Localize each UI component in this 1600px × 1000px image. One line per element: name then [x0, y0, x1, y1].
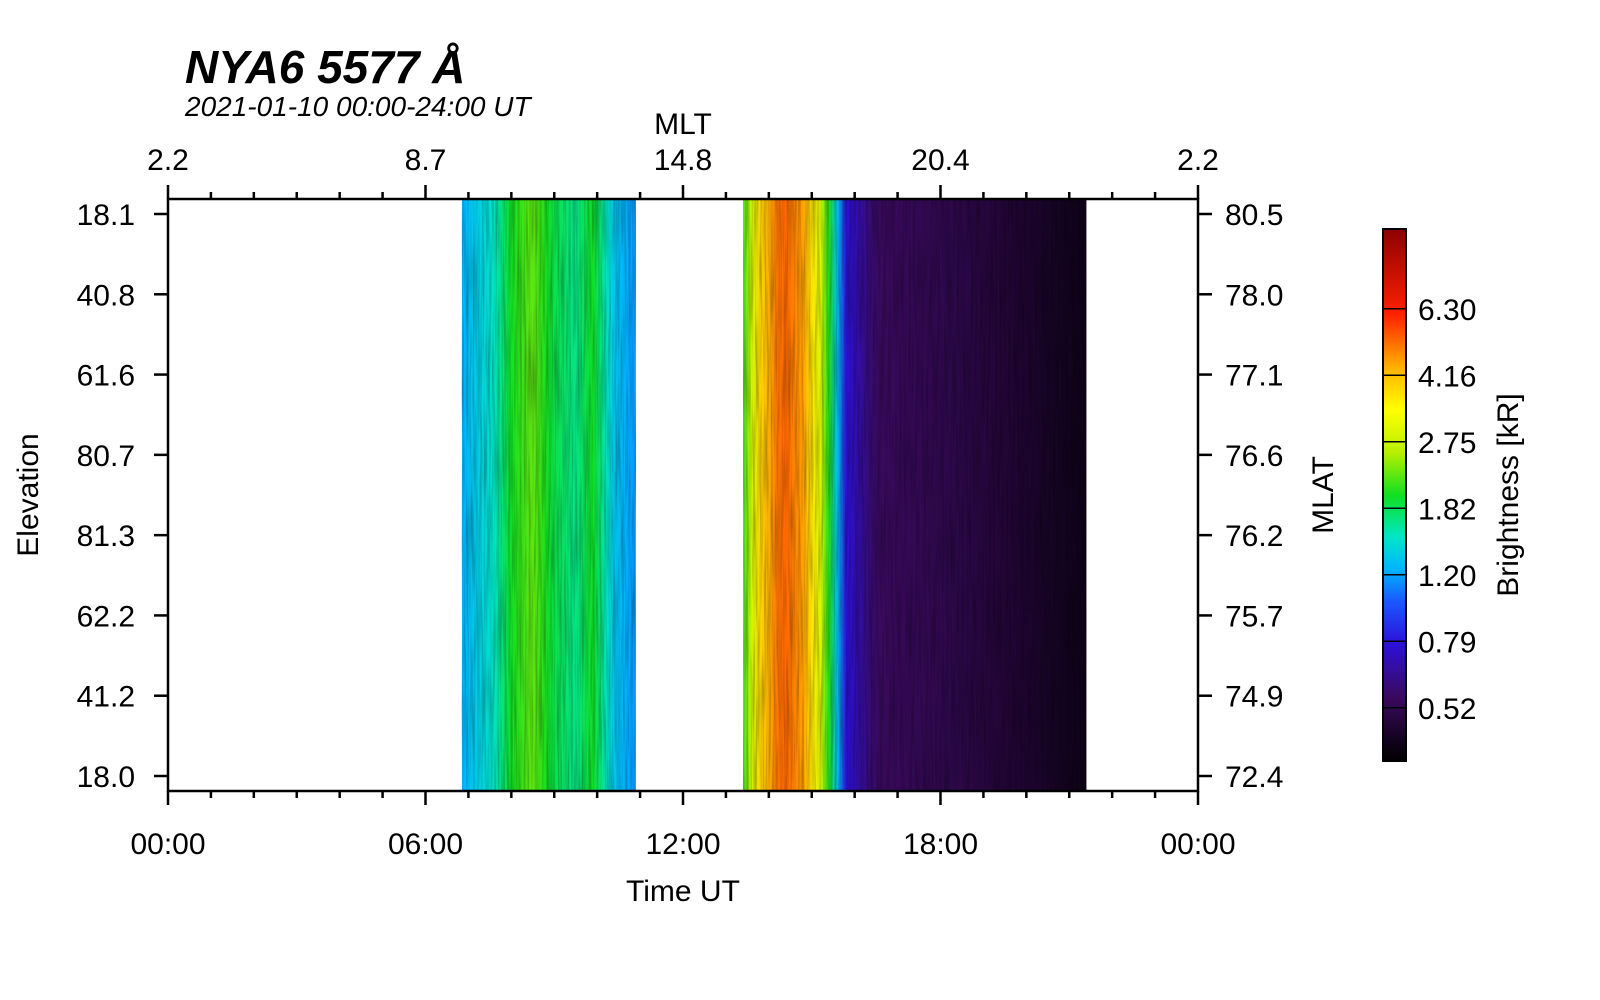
- mlt-tick-label: 20.4: [911, 144, 969, 177]
- elevation-tick-label: 81.3: [77, 520, 135, 553]
- colorbar: [1382, 228, 1407, 762]
- elevation-tick-labels: 18.1 40.8 61.6 80.7 81.3 62.2 41.2 18.0: [77, 199, 135, 794]
- elevation-tick-label: 41.2: [77, 681, 135, 714]
- mlt-tick-label: 2.2: [147, 144, 189, 177]
- mlat-tick-label: 72.4: [1225, 761, 1283, 794]
- colorbar-ticks: 0.52 0.79 1.20 1.82 2.75 4.16 6.30: [1383, 294, 1476, 726]
- elevation-tick-label: 61.6: [77, 360, 135, 393]
- colorbar-tick-label: 6.30: [1418, 294, 1476, 327]
- mlat-tick-label: 80.5: [1225, 199, 1283, 232]
- colorbar-tick-label: 1.20: [1418, 560, 1476, 593]
- right-axis-label: MLAT: [1307, 456, 1340, 534]
- elevation-tick-label: 62.2: [77, 600, 135, 633]
- chart-title: NYA6 5577 Å: [185, 41, 466, 93]
- elevation-tick-label: 80.7: [77, 440, 135, 473]
- colorbar-tick-label: 0.52: [1418, 693, 1476, 726]
- mlt-tick-labels: 2.2 8.7 14.8 20.4 2.2: [147, 144, 1219, 177]
- data-segment-afternoon: [743, 199, 1087, 791]
- x-tick-label: 00:00: [130, 828, 205, 861]
- segment-streak-texture: [743, 199, 1087, 791]
- x-axis-label: Time UT: [626, 875, 740, 908]
- colorbar-label: Brightness [kR]: [1492, 393, 1525, 596]
- heatmap-area: [461, 199, 1087, 791]
- colorbar-tick-label: 1.82: [1418, 493, 1476, 526]
- mlat-tick-label: 77.1: [1225, 360, 1283, 393]
- mlat-tick-label: 78.0: [1225, 279, 1283, 312]
- elevation-tick-label: 18.0: [77, 761, 135, 794]
- mlat-tick-label: 74.9: [1225, 681, 1283, 714]
- mlt-tick-label: 8.7: [405, 144, 447, 177]
- colorbar-tick-label: 2.75: [1418, 427, 1476, 460]
- elevation-tick-label: 40.8: [77, 279, 135, 312]
- x-tick-label: 00:00: [1160, 828, 1235, 861]
- mlt-axis-label: MLT: [654, 108, 712, 141]
- x-tick-labels: 00:00 06:00 12:00 18:00 00:00: [130, 828, 1235, 861]
- data-segment-morning: [461, 199, 636, 791]
- mlat-tick-label: 76.2: [1225, 520, 1283, 553]
- left-axis-label: Elevation: [12, 433, 45, 556]
- colorbar-tick-label: 4.16: [1418, 360, 1476, 393]
- mlt-tick-label: 2.2: [1177, 144, 1219, 177]
- colorbar-tick-label: 0.79: [1418, 626, 1476, 659]
- x-tick-label: 06:00: [388, 828, 463, 861]
- elevation-tick-label: 18.1: [77, 199, 135, 232]
- x-tick-label: 12:00: [645, 828, 720, 861]
- mlat-tick-label: 75.7: [1225, 600, 1283, 633]
- mlat-tick-label: 76.6: [1225, 440, 1283, 473]
- mlat-tick-labels: 80.5 78.0 77.1 76.6 76.2 75.7 74.9 72.4: [1225, 199, 1283, 794]
- segment-streak-texture: [461, 199, 636, 791]
- chart-subtitle: 2021-01-10 00:00-24:00 UT: [185, 91, 531, 122]
- axis-ticks: [154, 185, 1212, 805]
- x-tick-label: 18:00: [903, 828, 978, 861]
- mlt-tick-label: 14.8: [654, 144, 712, 177]
